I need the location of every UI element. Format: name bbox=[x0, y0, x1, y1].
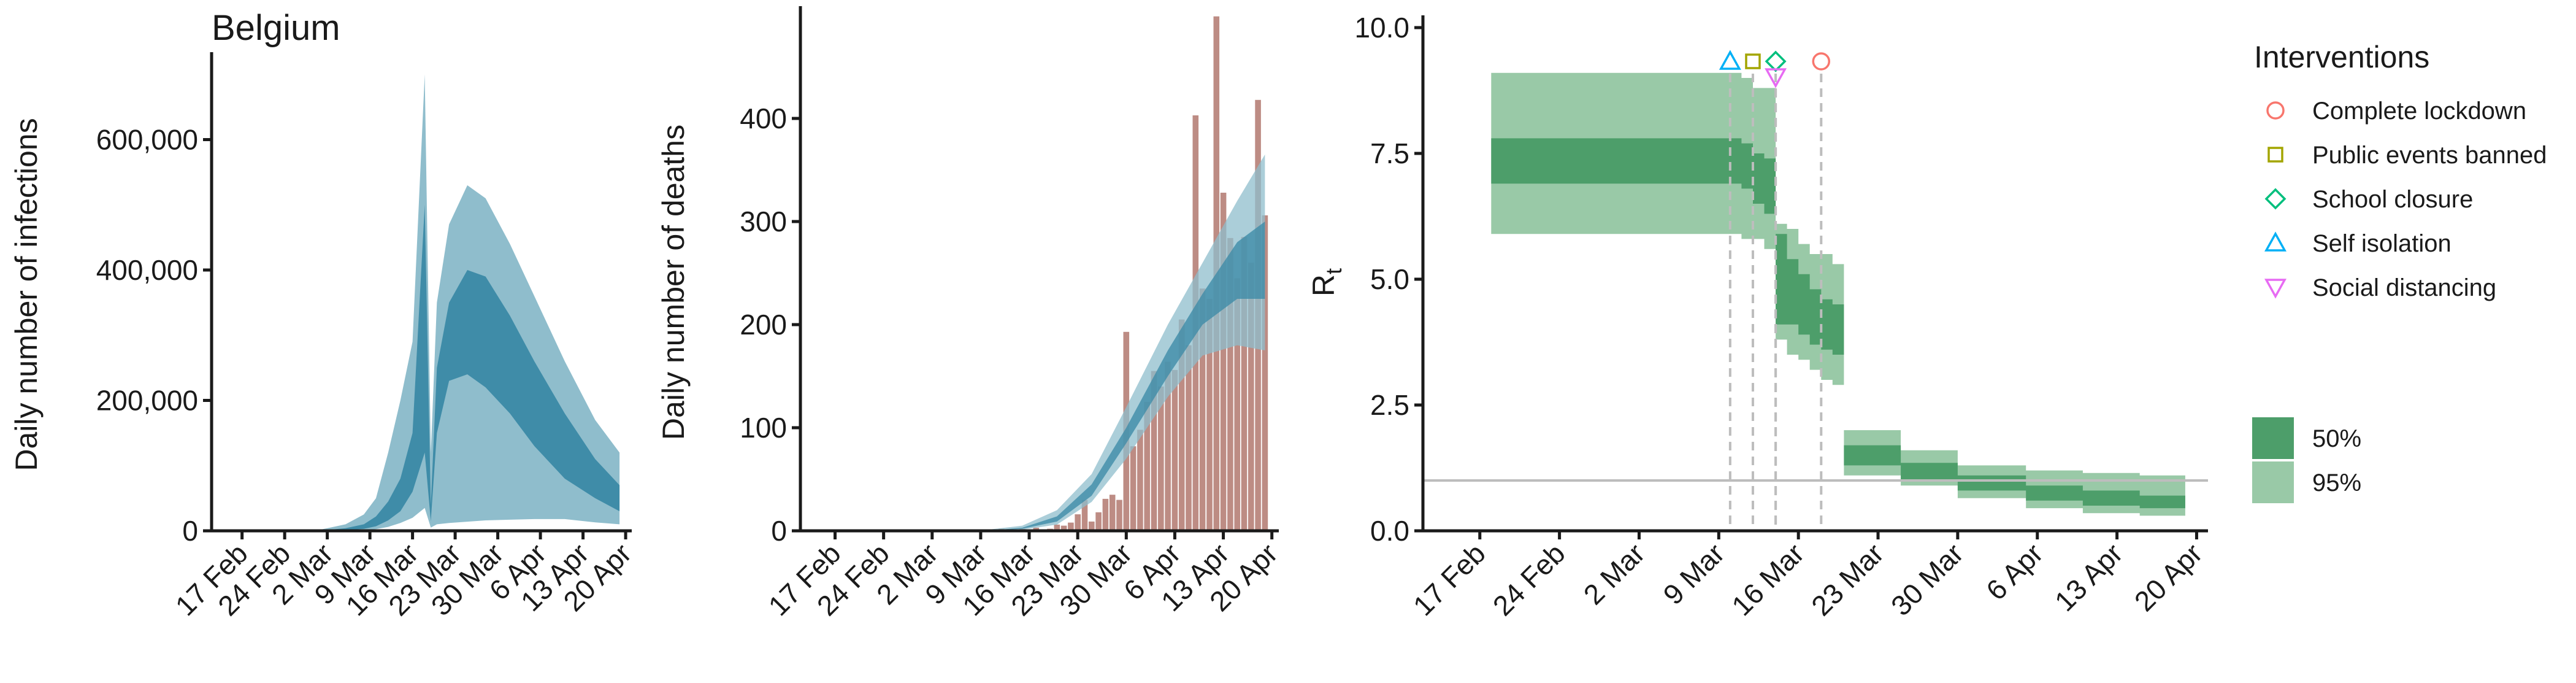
death-bar bbox=[1137, 430, 1143, 531]
x-tick-label: 17 Feb bbox=[1407, 537, 1492, 622]
death-bar bbox=[1241, 237, 1248, 531]
legend-entry-label: School closure bbox=[2312, 186, 2473, 213]
death-bar bbox=[1081, 500, 1088, 531]
death-bar bbox=[1068, 522, 1074, 531]
legend-title: Interventions bbox=[2254, 40, 2429, 74]
legend-band-label: 50% bbox=[2312, 425, 2361, 452]
death-bar bbox=[1227, 237, 1233, 531]
legend-key-marker bbox=[2266, 101, 2285, 120]
death-bar bbox=[1199, 288, 1206, 531]
y-tick-label: 400 bbox=[740, 102, 787, 134]
y-tick-label: 7.5 bbox=[1370, 137, 1409, 169]
death-bar bbox=[1165, 361, 1171, 531]
x-tick-label: 16 Mar bbox=[1725, 537, 1810, 622]
x-tick-label: 24 Feb bbox=[1487, 537, 1571, 622]
y-tick-label: 400,000 bbox=[96, 254, 198, 286]
intervention-marker bbox=[1765, 68, 1787, 88]
legend-entry-label: Public events banned bbox=[2312, 142, 2547, 169]
death-bar bbox=[1171, 369, 1178, 531]
y-tick-label: 2.5 bbox=[1370, 389, 1409, 421]
intervention-marker bbox=[1812, 52, 1831, 71]
panel-title: Belgium bbox=[212, 8, 340, 48]
death-bar bbox=[1109, 495, 1116, 531]
death-bar bbox=[1130, 446, 1137, 531]
legend-key-marker bbox=[2264, 231, 2287, 252]
death-bar bbox=[1186, 345, 1192, 531]
y-axis-title-main: R bbox=[1306, 274, 1341, 296]
death-bar bbox=[1262, 215, 1268, 531]
y-tick-label: 300 bbox=[740, 206, 787, 237]
death-bar bbox=[1089, 521, 1095, 531]
intervention-marker bbox=[1745, 53, 1761, 69]
legend-key-marker bbox=[2267, 147, 2283, 163]
death-bar bbox=[1178, 319, 1185, 531]
intervention-marker bbox=[1765, 50, 1787, 72]
death-bar bbox=[1095, 512, 1102, 531]
legend-band-swatch bbox=[2252, 417, 2294, 459]
death-bar bbox=[1220, 193, 1227, 531]
death-bar bbox=[1234, 278, 1240, 531]
legend-key-marker bbox=[2264, 279, 2287, 299]
y-tick-label: 10.0 bbox=[1354, 12, 1409, 44]
legend-entry-label: Self isolation bbox=[2312, 230, 2451, 257]
y-tick-label: 5.0 bbox=[1370, 263, 1409, 295]
legend-band-label: 95% bbox=[2312, 469, 2361, 496]
legend-band-swatch bbox=[2252, 461, 2294, 503]
x-tick-label: 9 Mar bbox=[1657, 537, 1730, 611]
y-tick-label: 0.0 bbox=[1370, 515, 1409, 547]
legend: Interventions Complete lockdown Public eve… bbox=[2252, 40, 2547, 503]
y-axis-title-subscript: t bbox=[1321, 268, 1346, 274]
x-tick-label: 13 Apr bbox=[2049, 537, 2129, 617]
rt-50-band bbox=[1491, 138, 2185, 509]
x-tick-label: 23 Mar bbox=[1805, 537, 1890, 622]
death-bar bbox=[1206, 299, 1213, 531]
deaths-50-band bbox=[987, 222, 1265, 531]
x-tick-label: 20 Apr bbox=[2128, 537, 2209, 617]
legend-entry-label: Complete lockdown bbox=[2312, 98, 2526, 125]
death-bar bbox=[1054, 524, 1060, 531]
death-bar bbox=[1144, 402, 1150, 531]
y-axis-title: Daily number of deaths bbox=[656, 125, 691, 440]
y-axis-title: Rt bbox=[1306, 268, 1346, 296]
intervention-marker bbox=[1719, 50, 1741, 70]
y-tick-label: 0 bbox=[182, 515, 198, 547]
legend-key-marker bbox=[2264, 188, 2287, 210]
death-bar bbox=[1116, 500, 1122, 531]
y-tick-label: 200 bbox=[740, 309, 787, 341]
infections-50-band bbox=[229, 204, 620, 531]
death-bar bbox=[1075, 514, 1081, 531]
y-axis-title: Daily number of infections bbox=[9, 118, 44, 471]
y-tick-label: 200,000 bbox=[96, 385, 198, 417]
y-tick-label: 600,000 bbox=[96, 124, 198, 156]
death-bar bbox=[1151, 371, 1157, 531]
legend-entry-label: Social distancing bbox=[2312, 274, 2496, 301]
x-tick-label: 6 Apr bbox=[1980, 537, 2049, 606]
death-bar bbox=[1102, 498, 1109, 531]
x-tick-label: 30 Mar bbox=[1885, 537, 1969, 622]
y-tick-label: 0 bbox=[771, 515, 787, 547]
x-tick-label: 2 Mar bbox=[1577, 537, 1651, 611]
y-tick-label: 100 bbox=[740, 412, 787, 444]
death-bar bbox=[1158, 386, 1164, 531]
death-bar bbox=[1060, 525, 1067, 531]
deaths-95-band bbox=[987, 154, 1265, 531]
death-bar bbox=[1248, 263, 1254, 531]
